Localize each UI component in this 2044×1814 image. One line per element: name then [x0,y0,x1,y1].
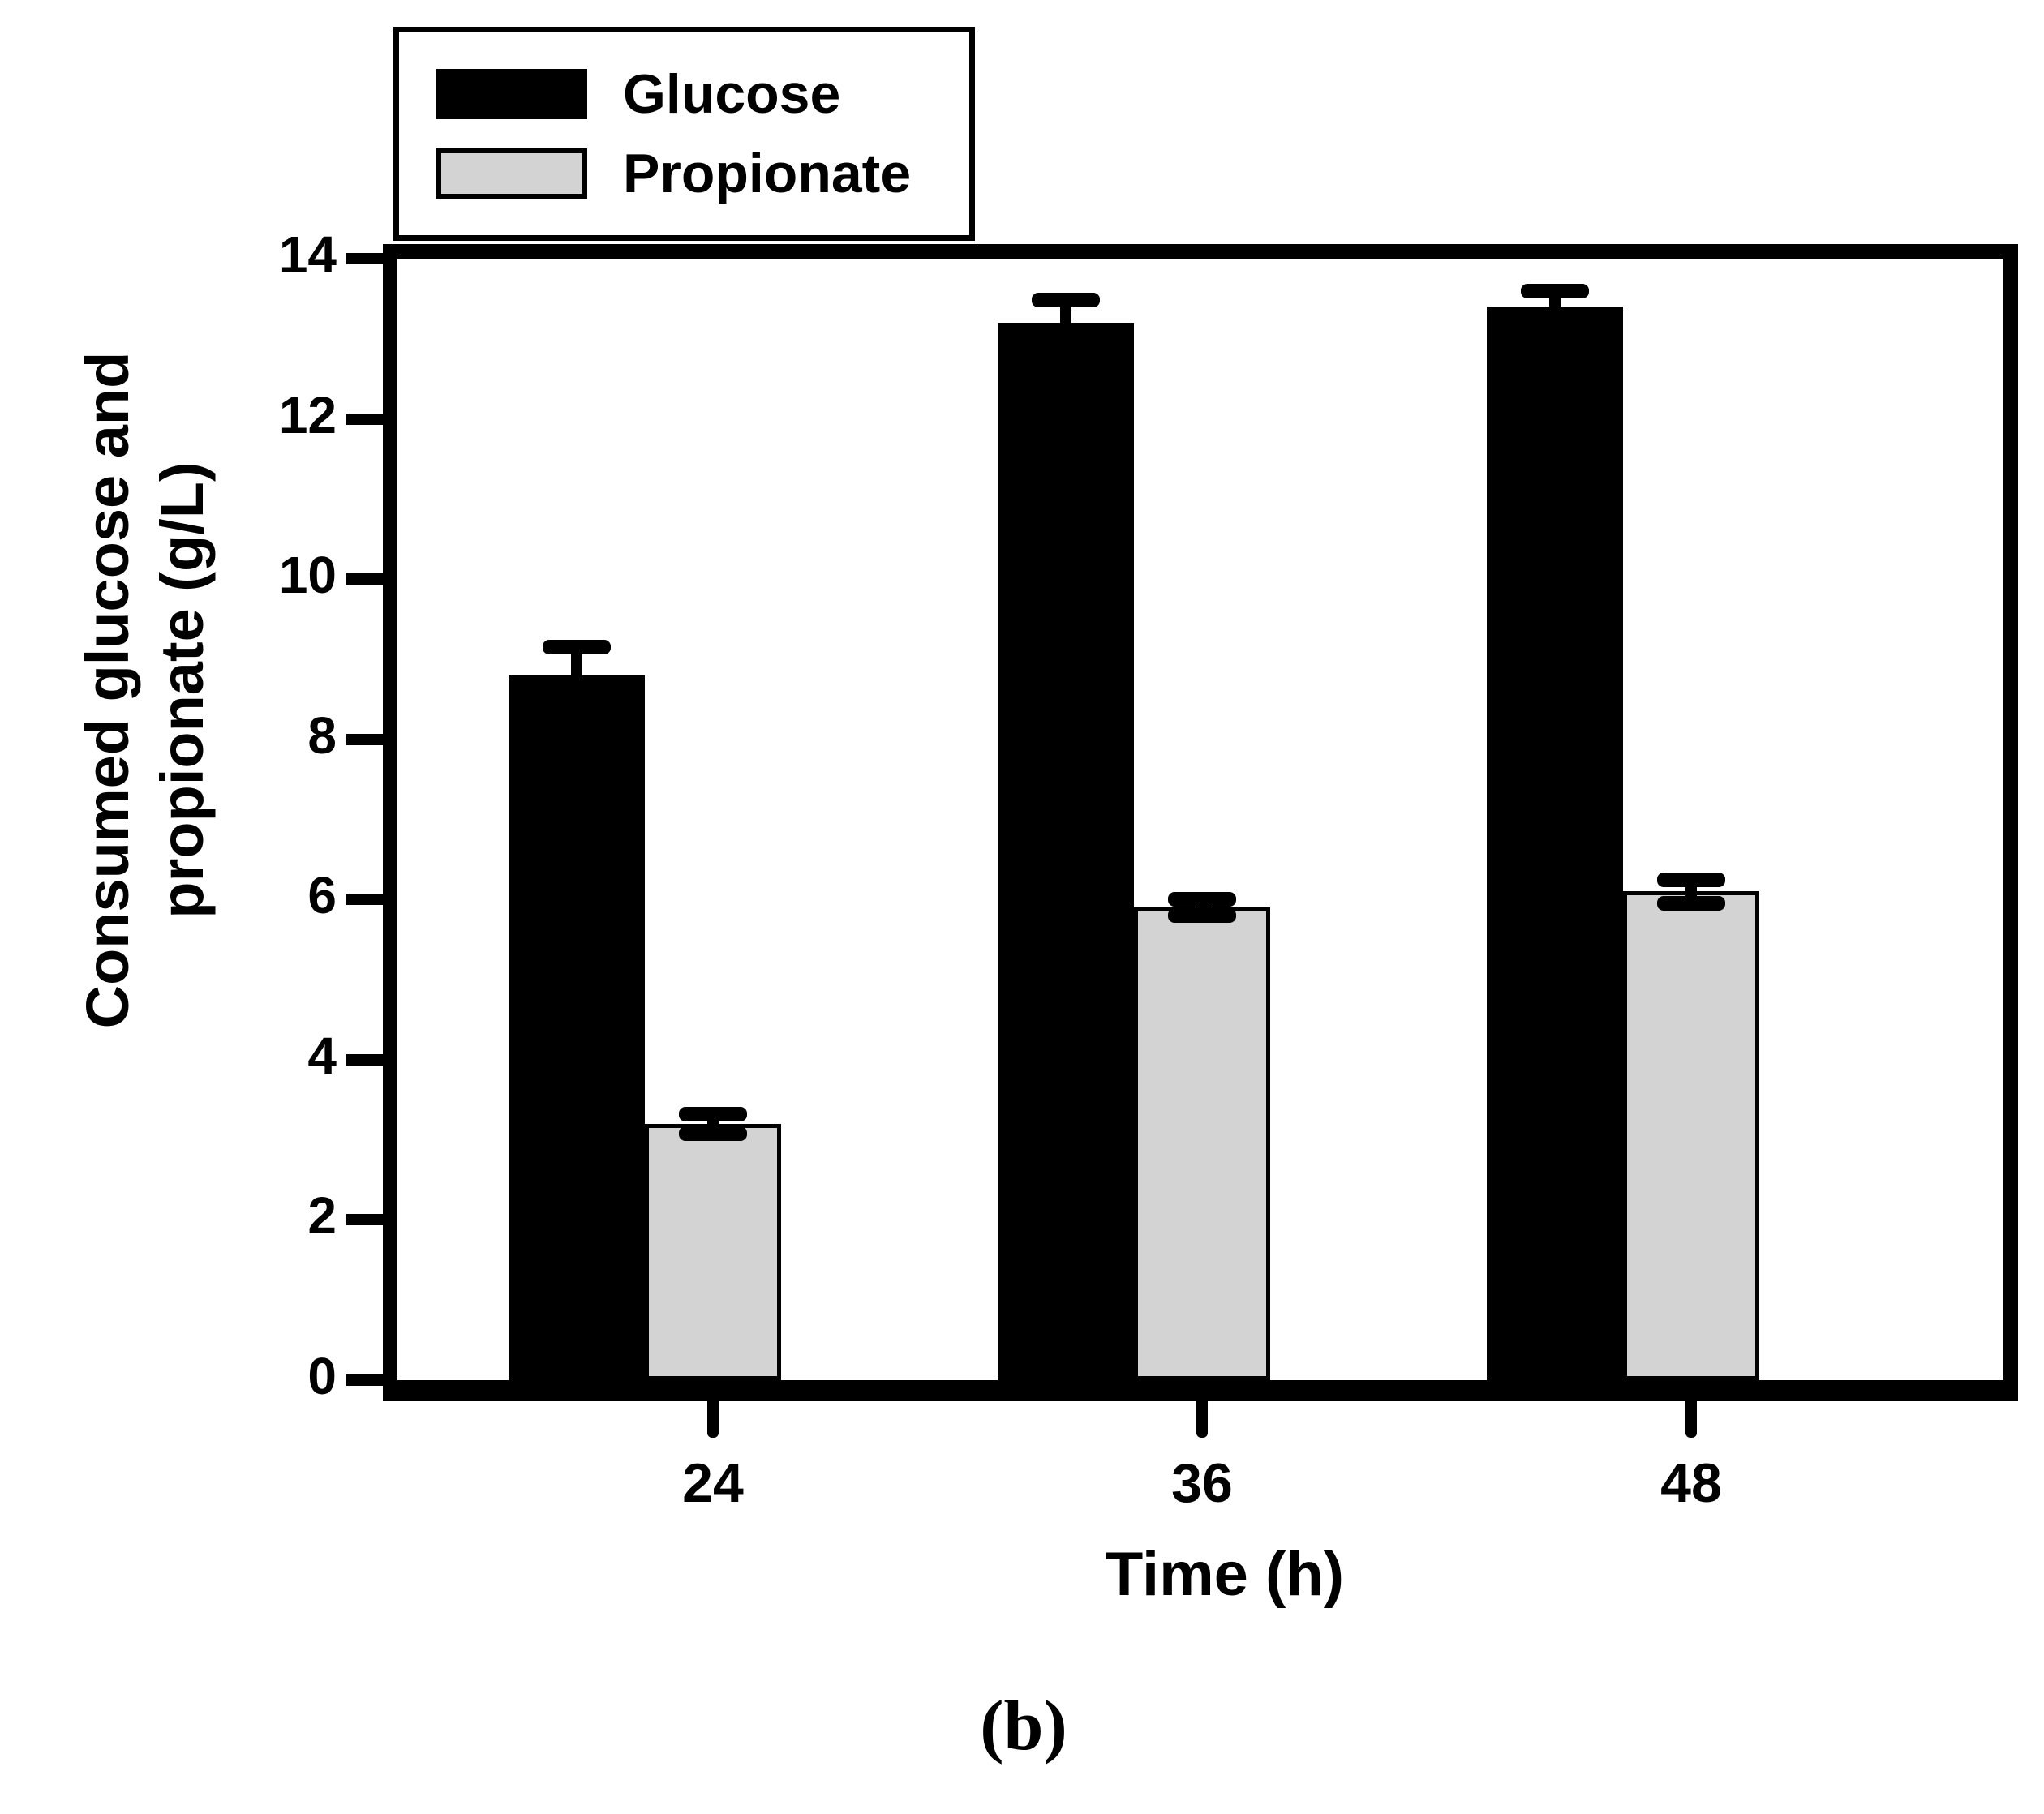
y-tick-label: 4 [307,1026,337,1085]
error-bar-cap-top [1521,283,1589,298]
bar-propionate-48 [1623,891,1759,1380]
bar-glucose-48 [1487,307,1623,1380]
y-tick-label: 8 [307,705,337,765]
bar-glucose-24 [509,675,645,1380]
bar-glucose-36 [998,323,1134,1380]
y-tick [346,1053,383,1066]
error-bar-stem [571,647,582,704]
error-bar-cap-top [1657,872,1725,887]
error-bar-cap-top [1032,293,1100,308]
error-bar-cap-top [1168,892,1236,907]
x-tick-label: 36 [1171,1452,1233,1514]
bar-propionate-24 [645,1123,781,1380]
glucose-swatch [436,69,587,119]
propionate-swatch [436,148,587,199]
error-bar-cap-bottom [1032,337,1100,353]
y-tick [346,894,383,906]
y-tick [346,1374,383,1386]
x-tick [1685,1401,1697,1438]
y-tick [346,253,383,264]
y-tick-label: 14 [278,225,337,284]
error-bar-stem [1060,300,1071,345]
y-tick-label: 2 [307,1186,337,1246]
y-tick-label: 10 [278,546,337,605]
error-bar-cap-bottom [1168,908,1236,924]
bar-propionate-36 [1134,907,1270,1380]
legend-label-propionate: Propionate [623,143,912,204]
error-bar-cap-top [543,640,611,655]
x-tick [707,1401,719,1438]
legend: Glucose Propionate [393,27,975,241]
error-bar-cap-bottom [543,696,611,711]
y-tick-label: 6 [307,866,337,925]
y-tick-label: 0 [307,1347,337,1405]
y-tick [346,1214,383,1226]
error-bar-cap-bottom [679,1126,747,1141]
x-tick-label: 48 [1660,1452,1722,1514]
legend-item-glucose: Glucose [436,66,969,122]
error-bar-cap-bottom [1657,896,1725,911]
x-axis-label: Time (h) [1105,1540,1345,1609]
legend-item-propionate: Propionate [436,146,969,201]
error-bar-cap-top [679,1107,747,1122]
y-tick [346,733,383,745]
y-tick [346,413,383,425]
x-tick-label: 24 [682,1452,744,1514]
x-tick [1196,1401,1208,1438]
error-bar-stem [1549,290,1561,323]
error-bar-cap-bottom [1521,315,1589,331]
figure-caption: (b) [980,1687,1067,1765]
legend-label-glucose: Glucose [623,63,841,125]
y-tick-label: 12 [278,385,337,444]
y-tick [346,573,383,585]
